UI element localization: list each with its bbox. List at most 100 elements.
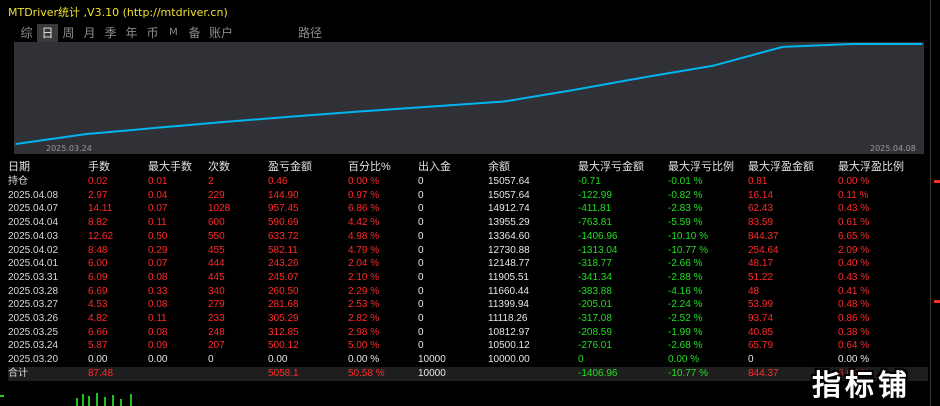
table-cell: 6.86 % [348, 203, 380, 215]
tab-quarter[interactable]: 季 [104, 26, 117, 40]
table-row[interactable]: 2025.04.07 14.11 0.07 1028 957.45 6.86 % 0 1491… [8, 202, 928, 216]
table-row[interactable]: 2025.03.28 6.69 0.33 340 260.50 2.29 % 0 11660.… [8, 285, 928, 299]
table-cell: 248 [208, 326, 225, 338]
table-cell: 11118.26 [488, 313, 528, 325]
table-cell: 93.74 [748, 313, 774, 325]
table-cell: 0.08 [148, 271, 168, 283]
table-cell: 0 [418, 244, 424, 256]
tab-account[interactable]: 账户 [208, 26, 233, 40]
table-cell: 2.29 % [348, 285, 380, 297]
table-cell: 12148.77 [488, 258, 530, 270]
table-cell: 4.53 [88, 299, 108, 311]
table-cell: 0.02 [88, 176, 108, 187]
table-cell: 13955.29 [488, 217, 530, 229]
bg-chart-fragment [0, 395, 4, 397]
balance-line [15, 43, 922, 145]
table-cell: 0.00 % [838, 176, 870, 187]
table-cell: 207 [208, 340, 225, 352]
table-row[interactable]: 2025.04.01 6.00 0.07 444 243.26 2.04 % 0 12148.… [8, 257, 928, 271]
path-button[interactable]: 路径 [297, 26, 322, 40]
table-row[interactable]: 2025.04.08 2.97 0.04 229 144.90 0.97 % 0 15057.… [8, 189, 928, 203]
column-header: 最大浮盈比例 [838, 161, 904, 173]
table-cell: 0 [418, 203, 424, 215]
table-cell: 550 [208, 230, 225, 242]
table-cell: 2025.04.01 [8, 258, 59, 270]
table-cell: 957.45 [268, 203, 299, 215]
window-title: MTDriver统计 ,V3.10 (http://mtdriver.cn) [8, 6, 228, 19]
column-header: 手数 [88, 161, 110, 173]
tab-year[interactable]: 年 [125, 26, 138, 40]
column-header: 余额 [488, 161, 510, 173]
table-row[interactable]: 2025.03.20 0.00 0.00 0 0.00 0.00 % 10000 10000.… [8, 353, 928, 367]
column-header: 次数 [208, 161, 230, 173]
table-cell: 0.00 % [668, 354, 700, 366]
table-cell: 0 [418, 217, 424, 229]
table-cell: 2.98 % [348, 326, 380, 338]
table-cell: 633.72 [268, 230, 299, 242]
x-tick-label-start: 2025.03.24 [46, 144, 92, 153]
tab-m[interactable]: M [169, 27, 178, 38]
table-row[interactable]: 2025.03.24 5.87 0.09 207 500.12 5.00 % 0 10500.… [8, 339, 928, 353]
table-cell: -10.77 % [668, 366, 748, 381]
table-cell: 0.38 % [838, 326, 870, 338]
tab-summary[interactable]: 综 [20, 26, 33, 40]
table-cell: 0.07 [148, 203, 168, 215]
table-cell: 281.68 [268, 299, 299, 311]
tab-notes[interactable]: 备 [188, 26, 201, 40]
tab-week[interactable]: 周 [62, 26, 75, 40]
table-cell: 0 [418, 230, 424, 242]
table-cell: 260.50 [268, 285, 299, 297]
table-row[interactable]: 2025.03.27 4.53 0.08 279 281.68 2.53 % 0 11399.… [8, 298, 928, 312]
table-cell: 0 [418, 326, 424, 338]
column-header: 百分比% [348, 161, 391, 173]
table-cell: 2.04 % [348, 258, 380, 270]
tab-month[interactable]: 月 [83, 26, 96, 40]
table-row[interactable]: 2025.04.03 12.62 0.50 550 633.72 4.98 % 0 13364… [8, 230, 928, 244]
table-row[interactable]: 2025.04.04 8.82 0.11 600 590.69 4.42 % 0 13955.… [8, 216, 928, 230]
table-cell: 53.99 [748, 299, 774, 311]
table-row[interactable]: 2025.03.25 6.66 0.08 248 312.85 2.98 % 0 10812.… [8, 326, 928, 340]
table-cell: 2.10 % [348, 271, 380, 283]
column-header: 最大手数 [148, 161, 192, 173]
table-cell: 0 [418, 176, 424, 187]
table-cell: 4.98 % [348, 230, 380, 242]
balance-chart-svg [15, 43, 923, 145]
table-cell: 10000.00 [488, 354, 530, 366]
table-cell: 10000 [418, 354, 446, 366]
table-cell: 0.86 % [838, 313, 870, 325]
tab-currency[interactable]: 币 [146, 26, 159, 40]
table-cell: -318.77 [578, 258, 612, 270]
table-row[interactable]: 2025.03.26 4.82 0.11 233 305.29 2.82 % 0 11118.… [8, 312, 928, 326]
table-header-row: 日期 手数 最大手数 次数 盈亏金额 百分比% 出入金 余额 最大浮亏金额 最大浮亏比例 最大浮盈金… [8, 160, 928, 175]
table-cell: 6.65 % [838, 366, 928, 381]
table-cell: -383.88 [578, 285, 612, 297]
table-cell: 2025.03.31 [8, 271, 59, 283]
balance-point [363, 110, 366, 112]
table-cell: -2.68 % [668, 340, 703, 352]
table-cell: 5.87 [88, 340, 108, 352]
table-row[interactable]: 2025.04.02 8.48 0.29 455 582.11 4.79 % 0 12730.… [8, 244, 928, 258]
table-cell: -0.82 % [668, 189, 703, 201]
table-row[interactable]: 2025.03.31 6.09 0.08 445 245.07 2.10 % 0 11905.… [8, 271, 928, 285]
table-cell: 15057.64 [488, 189, 530, 201]
table-cell: -5.59 % [668, 217, 703, 229]
table-cell: 0.04 [148, 189, 168, 201]
table-cell: -0.71 [578, 176, 601, 187]
table-cell: 245.07 [268, 271, 299, 283]
table-cell: 0 [208, 354, 214, 366]
column-header: 日期 [8, 161, 30, 173]
table-cell: 10812.97 [488, 326, 530, 338]
table-cell: 844.37 [748, 366, 838, 381]
table-cell: 16.14 [748, 189, 774, 201]
column-header: 最大浮盈金额 [748, 161, 814, 173]
table-cell: 445 [208, 271, 225, 283]
table-cell: 0.00 [148, 354, 168, 366]
table-cell: -0.01 % [668, 176, 703, 187]
table-cell: 0.48 % [838, 299, 870, 311]
tab-day[interactable]: 日 [37, 24, 58, 42]
table-row[interactable]: 持仓 0.02 0.01 2 0.46 0.00 % 0 15057.64 -0.71 -0.01… [8, 175, 928, 189]
table-cell: 65.79 [748, 340, 774, 352]
balance-point [642, 76, 645, 79]
table-cell: 6.66 [88, 326, 108, 338]
column-header: 最大浮亏金额 [578, 161, 644, 173]
